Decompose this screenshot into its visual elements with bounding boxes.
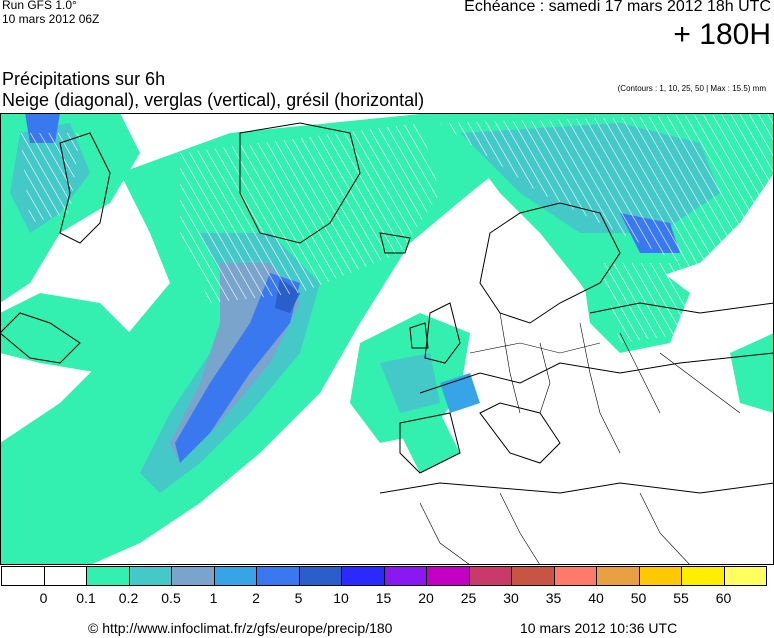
legend-color-box — [256, 566, 300, 586]
legend-color-box — [681, 566, 725, 586]
contours-note: (Contours : 1, 10, 25, 50 | Max : 15.5) … — [617, 84, 766, 93]
legend-threshold-label: 1 — [209, 590, 218, 606]
legend-color-box — [511, 566, 555, 586]
legend-threshold-label: 30 — [503, 590, 519, 606]
legend-color-box — [723, 566, 767, 586]
legend-threshold-label: 0.2 — [118, 590, 139, 606]
legend-threshold-label: 25 — [460, 590, 477, 606]
legend-threshold-label: 5 — [294, 590, 303, 606]
legend-color-box — [638, 566, 682, 586]
legend-color-box — [426, 566, 470, 586]
legend-threshold-label: 50 — [630, 590, 647, 606]
forecast-horizon: + 180H — [673, 18, 771, 51]
legend-threshold-label: 0 — [39, 590, 48, 606]
legend-color-box — [298, 566, 342, 586]
legend-color-box — [553, 566, 597, 586]
source-url: © http://www.infoclimat.fr/z/gfs/europe/… — [88, 620, 393, 636]
legend-threshold-label: 35 — [545, 590, 562, 606]
legend-color-box — [341, 566, 385, 586]
map-subtitle: Neige (diagonal), verglas (vertical), gr… — [2, 90, 425, 110]
legend-color-box — [86, 566, 130, 586]
forecast-validity: Echéance : samedi 17 mars 2012 18h UTC — [464, 0, 771, 15]
political-borders — [419, 312, 741, 565]
legend-threshold-label: 40 — [588, 590, 604, 606]
precipitation-map — [0, 113, 774, 565]
coastlines — [0, 122, 774, 494]
legend-color-box — [383, 566, 427, 586]
legend-threshold-label: 60 — [715, 590, 732, 606]
legend-threshold-label: 0.5 — [161, 590, 181, 606]
run-date: 10 mars 2012 06Z — [2, 12, 100, 26]
legend-color-box — [596, 566, 640, 586]
legend-threshold-label: 10 — [333, 590, 349, 606]
legend-threshold-label: 2 — [252, 590, 260, 606]
legend-color-box — [1, 566, 45, 586]
legend-color-box — [468, 566, 512, 586]
legend-threshold-label: 0.1 — [76, 590, 96, 606]
legend-threshold-label: 55 — [673, 590, 689, 606]
legend-color-box — [171, 566, 215, 586]
legend-threshold-label: 20 — [418, 590, 434, 606]
legend-color-box — [213, 566, 257, 586]
legend-color-box — [43, 566, 87, 586]
map-title: Précipitations sur 6h — [2, 69, 166, 89]
legend-threshold-label: 15 — [375, 590, 392, 606]
legend-color-box — [128, 566, 172, 586]
generation-date: 10 mars 2012 10:36 UTC — [520, 620, 678, 636]
run-label: Run GFS 1.0° — [2, 0, 77, 12]
snow-hatching — [20, 113, 774, 343]
